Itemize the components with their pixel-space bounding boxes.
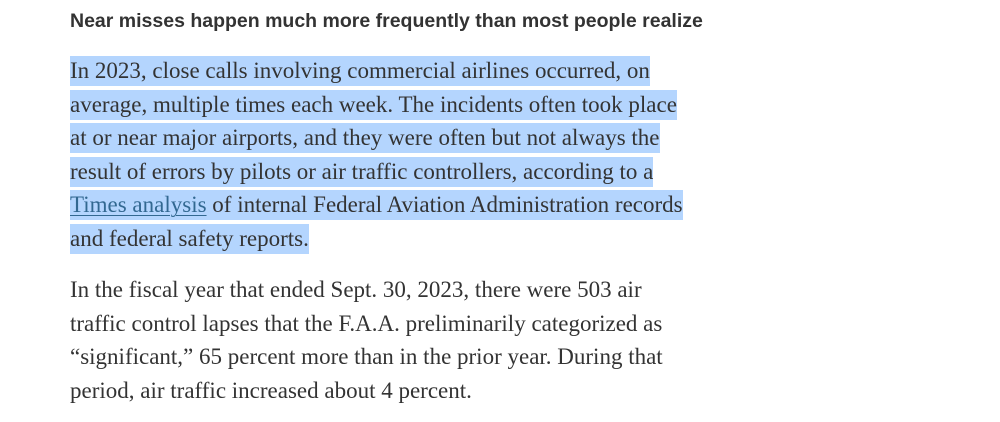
selected-text-with-link: Times analysis of internal Federal Aviat… (70, 190, 683, 221)
paragraph-line: and federal safety reports. (70, 222, 683, 256)
selected-text: average, multiple times each week. The i… (70, 89, 677, 120)
selected-text: of internal Federal Aviation Administrat… (206, 192, 683, 218)
paragraph-line: period, air traffic increased about 4 pe… (70, 377, 472, 403)
selected-text: In 2023, close calls involving commercia… (70, 56, 650, 86)
section-subheading: Near misses happen much more frequently … (70, 10, 703, 32)
paragraph-line: In the fiscal year that ended Sept. 30, … (70, 277, 642, 302)
paragraph-line: result of errors by pilots or air traffi… (70, 155, 683, 189)
paragraph-line: average, multiple times each week. The i… (70, 88, 683, 122)
paragraph-line: “significant,” 65 percent more than in t… (70, 344, 663, 370)
paragraph-selected[interactable]: In 2023, close calls involving commercia… (70, 54, 683, 256)
times-analysis-link[interactable]: Times analysis (70, 192, 207, 218)
selected-text: and federal safety reports. (70, 223, 309, 254)
paragraph-line: In 2023, close calls involving commercia… (70, 54, 683, 88)
paragraph-body: In the fiscal year that ended Sept. 30, … (70, 273, 663, 407)
paragraph-line: traffic control lapses that the F.A.A. p… (70, 310, 663, 336)
paragraph-line: Times analysis of internal Federal Aviat… (70, 188, 683, 222)
paragraph-line: at or near major airports, and they were… (70, 121, 683, 155)
selected-text: result of errors by pilots or air traffi… (70, 156, 654, 187)
selected-text: at or near major airports, and they were… (70, 123, 660, 154)
